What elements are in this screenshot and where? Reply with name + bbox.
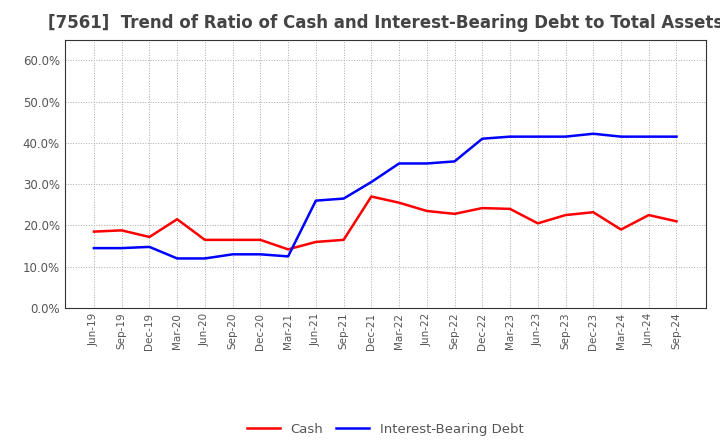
Cash [395,200,403,205]
Cash [589,209,598,215]
Interest-Bearing Debt [644,134,653,139]
Cash [89,229,98,234]
Line: Cash: Cash [94,197,677,249]
Cash [672,219,681,224]
Interest-Bearing Debt [395,161,403,166]
Cash [505,206,514,212]
Interest-Bearing Debt [312,198,320,203]
Interest-Bearing Debt [228,252,237,257]
Interest-Bearing Debt [589,131,598,136]
Cash [228,237,237,242]
Interest-Bearing Debt [173,256,181,261]
Cash [478,205,487,211]
Interest-Bearing Debt [201,256,210,261]
Cash [339,237,348,242]
Cash [117,228,126,233]
Title: [7561]  Trend of Ratio of Cash and Interest-Bearing Debt to Total Assets: [7561] Trend of Ratio of Cash and Intere… [48,15,720,33]
Interest-Bearing Debt [284,254,292,259]
Cash [423,208,431,213]
Interest-Bearing Debt [256,252,265,257]
Interest-Bearing Debt [450,159,459,164]
Cash [312,239,320,245]
Interest-Bearing Debt [145,244,154,249]
Interest-Bearing Debt [478,136,487,141]
Cash [616,227,625,232]
Cash [256,237,265,242]
Interest-Bearing Debt [561,134,570,139]
Cash [173,216,181,222]
Cash [145,235,154,240]
Cash [284,247,292,252]
Interest-Bearing Debt [339,196,348,201]
Cash [534,221,542,226]
Cash [450,211,459,216]
Cash [367,194,376,199]
Cash [561,213,570,218]
Line: Interest-Bearing Debt: Interest-Bearing Debt [94,134,677,258]
Interest-Bearing Debt [423,161,431,166]
Interest-Bearing Debt [534,134,542,139]
Interest-Bearing Debt [672,134,681,139]
Cash [201,237,210,242]
Interest-Bearing Debt [89,246,98,251]
Interest-Bearing Debt [616,134,625,139]
Cash [644,213,653,218]
Legend: Cash, Interest-Bearing Debt: Cash, Interest-Bearing Debt [241,418,529,440]
Interest-Bearing Debt [117,246,126,251]
Interest-Bearing Debt [367,180,376,185]
Interest-Bearing Debt [505,134,514,139]
